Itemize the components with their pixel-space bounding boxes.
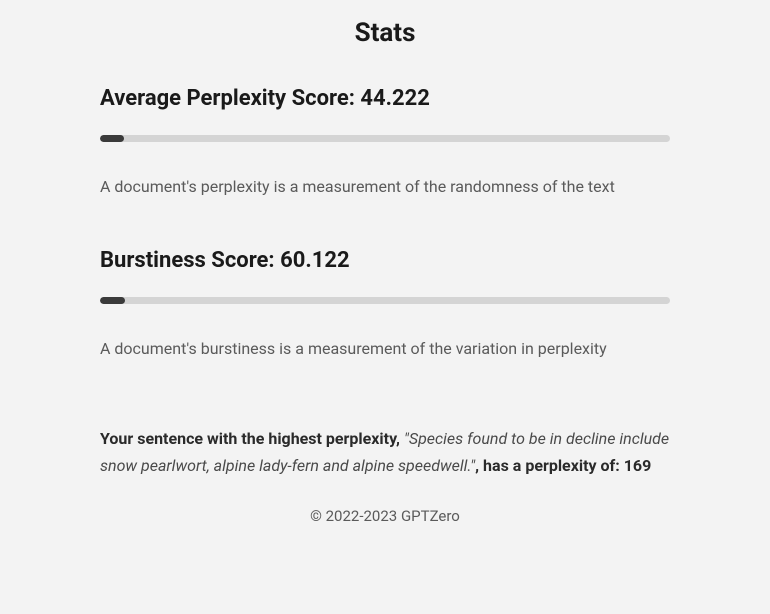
burstiness-description: A document's burstiness is a measurement… <box>100 338 670 360</box>
highlight-mid: , has a perplexity of: <box>475 456 624 475</box>
burstiness-progress-track <box>100 297 670 304</box>
burstiness-label: Burstiness Score: <box>100 248 280 273</box>
highlight-score: 169 <box>624 456 652 475</box>
highlight-sentence-block: Your sentence with the highest perplexit… <box>100 425 670 479</box>
burstiness-metric: Burstiness Score: 60.122 A document's bu… <box>100 248 670 360</box>
stats-container: Stats Average Perplexity Score: 44.222 A… <box>0 0 770 525</box>
perplexity-label: Average Perplexity Score: <box>100 86 360 111</box>
perplexity-metric: Average Perplexity Score: 44.222 A docum… <box>100 86 670 198</box>
highlight-lead: Your sentence with the highest perplexit… <box>100 429 404 448</box>
perplexity-progress-track <box>100 135 670 142</box>
page-title: Stats <box>100 18 670 48</box>
perplexity-progress-fill <box>100 135 124 142</box>
perplexity-description: A document's perplexity is a measurement… <box>100 176 670 198</box>
burstiness-heading: Burstiness Score: 60.122 <box>100 248 670 273</box>
perplexity-heading: Average Perplexity Score: 44.222 <box>100 86 670 111</box>
perplexity-value: 44.222 <box>360 86 430 111</box>
burstiness-progress-fill <box>100 297 125 304</box>
footer-copyright: © 2022-2023 GPTZero <box>100 507 670 525</box>
burstiness-value: 60.122 <box>280 248 350 273</box>
highlight-text: Your sentence with the highest perplexit… <box>100 425 670 479</box>
